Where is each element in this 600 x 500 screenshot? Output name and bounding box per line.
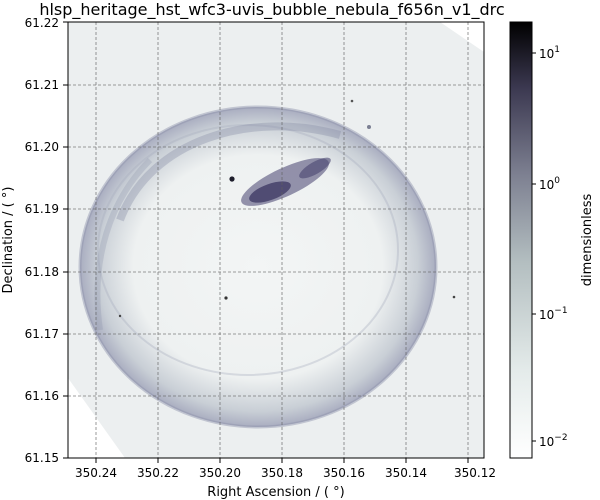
y-tick-label: 61.17	[25, 327, 59, 341]
x-tick-label: 350.18	[261, 466, 303, 480]
colorbar-tick: 10−1	[539, 306, 568, 322]
x-tick-label: 350.22	[137, 466, 179, 480]
colorbar-tick: 10−2	[539, 433, 568, 449]
star	[367, 125, 371, 129]
star	[350, 99, 354, 103]
colorbar: 101 100 10−1 10−2 dimensionless	[509, 21, 595, 459]
colorbar-gradient	[509, 21, 533, 459]
y-tick-label: 61.21	[25, 78, 59, 92]
x-tick-label: 350.16	[323, 466, 365, 480]
y-tick-label: 61.20	[25, 140, 59, 154]
y-tick-label: 61.19	[25, 202, 59, 216]
star	[118, 314, 122, 318]
plot-title: hlsp_heritage_hst_wfc3-uvis_bubble_nebul…	[39, 0, 504, 20]
x-tick-label: 350.12	[454, 466, 496, 480]
x-axis: 350.24 350.22 350.20 350.18 350.16 350.1…	[75, 458, 496, 500]
y-tick-label: 61.16	[25, 389, 59, 403]
colorbar-tick: 101	[539, 45, 560, 61]
svg-text:100: 100	[539, 176, 560, 192]
colorbar-label: dimensionless	[580, 194, 595, 287]
svg-text:101: 101	[539, 45, 560, 61]
grid	[68, 22, 484, 458]
bubble-shell	[80, 107, 436, 427]
x-tick-label: 350.24	[75, 466, 117, 480]
star	[229, 176, 235, 182]
svg-text:10−2: 10−2	[539, 433, 568, 449]
star	[224, 296, 228, 300]
x-axis-label: Right Ascension / ( °)	[207, 485, 344, 500]
y-axis-label: Declination / ( °)	[1, 187, 16, 294]
x-tick-label: 350.14	[385, 466, 427, 480]
nebula-image	[68, 22, 484, 458]
y-tick-label: 61.18	[25, 265, 59, 279]
y-axis: 61.15 61.16 61.17 61.18 61.19 61.20 61.2…	[1, 16, 68, 465]
dark-knot	[241, 157, 331, 206]
y-tick-label: 61.22	[25, 16, 59, 30]
star	[452, 295, 456, 299]
x-tick-label: 350.20	[199, 466, 241, 480]
axes-frame	[67, 21, 485, 459]
y-tick-label: 61.15	[25, 451, 59, 465]
colorbar-tick: 100	[539, 176, 560, 192]
svg-text:10−1: 10−1	[539, 306, 568, 322]
